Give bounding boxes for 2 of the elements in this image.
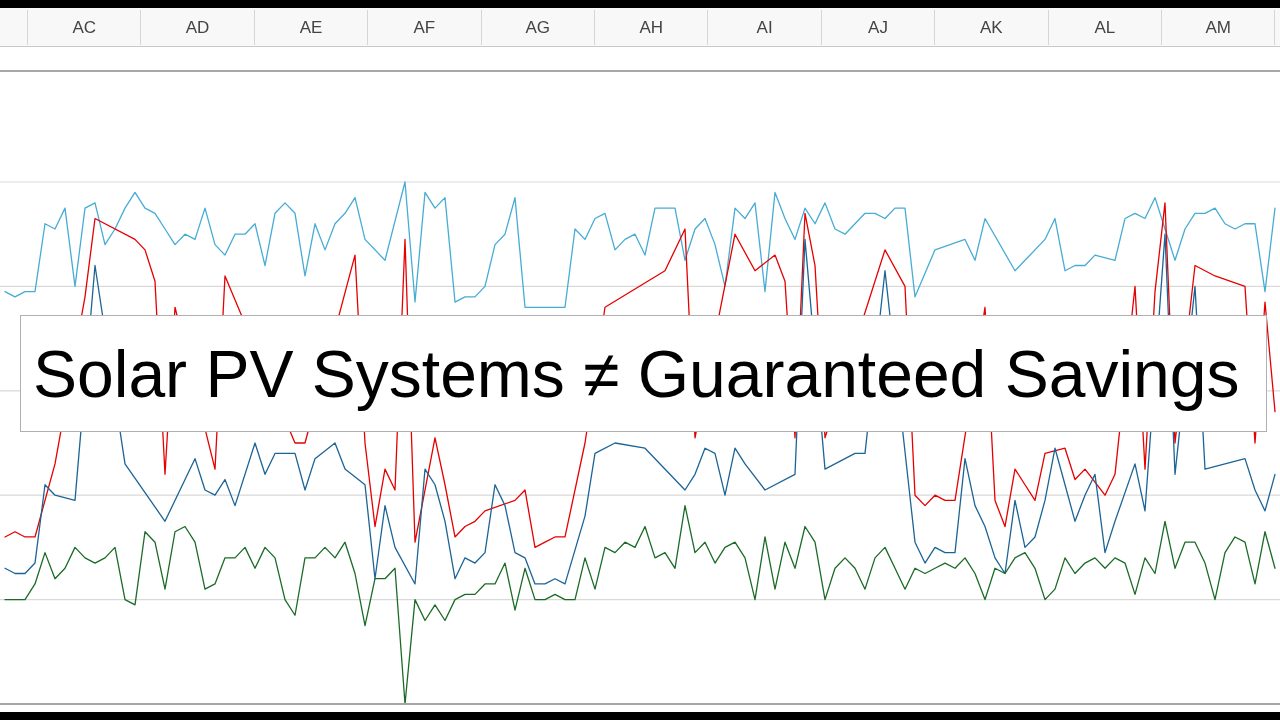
column-header-strip: AC AD AE AF AG AH AI AJ AK AL AM bbox=[0, 8, 1280, 47]
title-box: Solar PV Systems ≠ Guaranteed Savings bbox=[20, 315, 1267, 432]
